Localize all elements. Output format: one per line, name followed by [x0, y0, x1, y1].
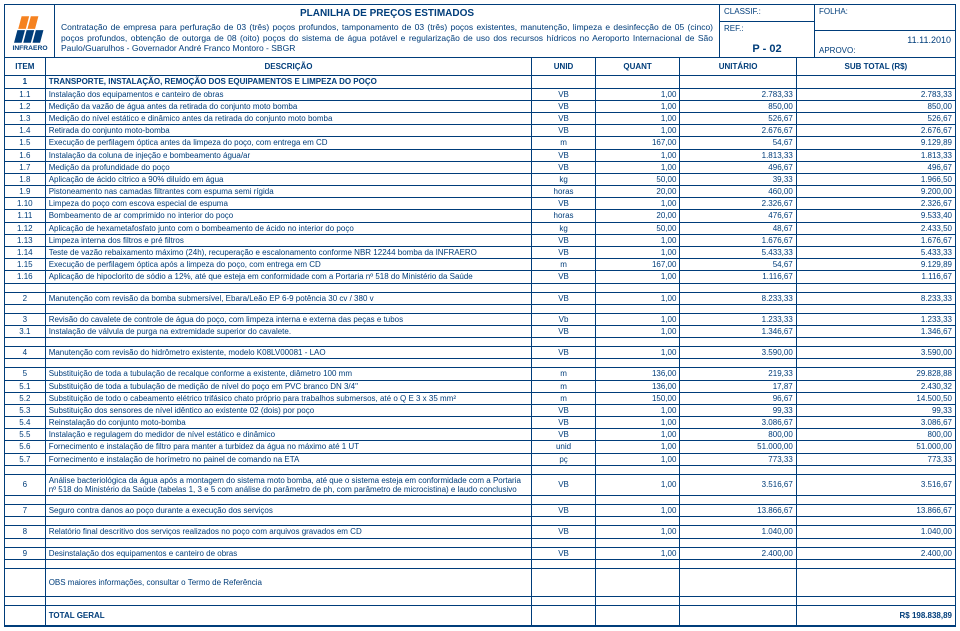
sheet-description: Contratação de empresa para perfuração d… — [61, 22, 713, 54]
ref-value: P - 02 — [724, 43, 810, 55]
total-row: TOTAL GERALR$ 198.838,89 — [5, 605, 955, 625]
table-row: 5.2Substituição de todo o cabeamento elé… — [5, 392, 955, 404]
svg-text:INFRAERO: INFRAERO — [12, 45, 47, 52]
table-row: 5.4Reinstalação do conjunto moto-bombaVB… — [5, 417, 955, 429]
table-row — [5, 559, 955, 568]
table-row: 1.15Execução de perfilagem óptica após a… — [5, 259, 955, 271]
col-unid: UNID — [532, 58, 595, 76]
aprovo-label: APROVO: — [819, 46, 951, 55]
folha-label: FOLHA: — [819, 7, 951, 16]
table-body: 1TRANSPORTE, INSTALAÇÃO, REMOÇÃO DOS EQU… — [5, 76, 955, 625]
sheet-title: PLANILHA DE PREÇOS ESTIMADOS — [61, 8, 713, 22]
classif-cell: CLASSIF.: — [720, 5, 814, 22]
table-row: 1.8Aplicação de ácido cítrico a 90% dilu… — [5, 173, 955, 185]
col-desc: DESCRIÇÃO — [45, 58, 532, 76]
meta-col-2: FOLHA: 11.11.2010 APROVO: — [815, 5, 955, 57]
table-row: 8Relatório final descritivo dos serviços… — [5, 526, 955, 538]
table-row: 2Manutenção com revisão da bomba submers… — [5, 292, 955, 304]
table-row — [5, 465, 955, 474]
table-row: 1TRANSPORTE, INSTALAÇÃO, REMOÇÃO DOS EQU… — [5, 76, 955, 88]
table-row: 1.13Limpeza interna dos filtros e pré fi… — [5, 234, 955, 246]
table-row: 5.3Substituição dos sensores de nível id… — [5, 404, 955, 416]
title-block: PLANILHA DE PREÇOS ESTIMADOS Contratação… — [55, 5, 720, 57]
table-row — [5, 283, 955, 292]
table-row: 5.7Fornecimento e instalação de horímetr… — [5, 453, 955, 465]
table-row: 1.16Aplicação de hipoclorito de sódio a … — [5, 271, 955, 283]
table-row: 1.3Medição do nível estático e dinâmico … — [5, 112, 955, 124]
table-row: 1.9Pistoneamento nas camadas filtrantes … — [5, 186, 955, 198]
infraero-logo-icon: INFRAERO — [9, 10, 51, 52]
table-row — [5, 517, 955, 526]
table-row — [5, 338, 955, 347]
col-sub: SUB TOTAL (R$) — [796, 58, 955, 76]
table-row: 3Revisão do cavalete de controle de água… — [5, 313, 955, 325]
table-row: 1.2Medição da vazão de água antes da ret… — [5, 100, 955, 112]
logo-cell: INFRAERO — [5, 5, 55, 57]
table-header-row: ITEM DESCRIÇÃO UNID QUANT UNITÁRIO SUB T… — [5, 58, 955, 76]
table-row: 1.4Retirada do conjunto moto-bombaVB1,00… — [5, 125, 955, 137]
pricing-table: ITEM DESCRIÇÃO UNID QUANT UNITÁRIO SUB T… — [5, 58, 955, 626]
table-row — [5, 359, 955, 368]
table-row: 7Seguro contra danos ao poço durante a e… — [5, 505, 955, 517]
table-row: 1.6Instalação da coluna de injeção e bom… — [5, 149, 955, 161]
table-row: 5Substituição de toda a tubulação de rec… — [5, 368, 955, 380]
table-row: 1.12Aplicação de hexametafosfato junto c… — [5, 222, 955, 234]
table-row: 4Manutenção com revisão do hidrômetro ex… — [5, 347, 955, 359]
table-row: 9Desinstalação dos equipamentos e cantei… — [5, 547, 955, 559]
table-row: 1.5Execução de perfilagem óptica antes d… — [5, 137, 955, 149]
table-row — [5, 538, 955, 547]
table-row — [5, 304, 955, 313]
table-row: 6Análise bacteriológica da água após a m… — [5, 474, 955, 495]
table-row: 5.6Fornecimento e instalação de filtro p… — [5, 441, 955, 453]
obs-row: OBS maiores informações, consultar o Ter… — [5, 568, 955, 596]
table-row: 1.7Medição da profundidade do poçoVB1,00… — [5, 161, 955, 173]
aprovo-cell: 11.11.2010 APROVO: — [815, 31, 955, 56]
table-row — [5, 496, 955, 505]
table-row: 3.1Instalação de válvula de purga na ext… — [5, 325, 955, 337]
classif-label: CLASSIF.: — [724, 7, 810, 16]
table-row: 1.10Limpeza do poço com escova especial … — [5, 198, 955, 210]
ref-cell: REF.: P - 02 — [720, 22, 814, 57]
table-row: 1.11Bombeamento de ar comprimido no inte… — [5, 210, 955, 222]
pricing-sheet: INFRAERO PLANILHA DE PREÇOS ESTIMADOS Co… — [4, 4, 956, 627]
ref-label: REF.: — [724, 24, 810, 33]
col-unit: UNITÁRIO — [680, 58, 796, 76]
table-row: 5.5Instalação e regulagem do medidor de … — [5, 429, 955, 441]
table-row: 1.1Instalação dos equipamentos e canteir… — [5, 88, 955, 100]
header-date: 11.11.2010 — [819, 35, 951, 45]
col-item: ITEM — [5, 58, 45, 76]
meta-col-1: CLASSIF.: REF.: P - 02 — [720, 5, 815, 57]
col-quant: QUANT — [595, 58, 680, 76]
table-row: 5.1Substituição de toda a tubulação de m… — [5, 380, 955, 392]
header: INFRAERO PLANILHA DE PREÇOS ESTIMADOS Co… — [5, 5, 955, 58]
table-row: 1.14Teste de vazão rebaixamento máximo (… — [5, 247, 955, 259]
folha-cell: FOLHA: — [815, 5, 955, 31]
